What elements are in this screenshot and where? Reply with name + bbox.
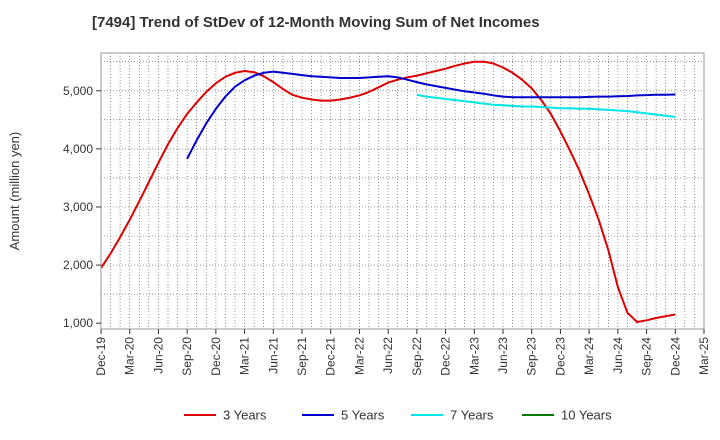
series-line-3 (416, 93, 676, 118)
axis-layer: 1,000 2,000 3,000 4,000 5,000 Dec-19 Mar-20 Jun… (63, 84, 711, 376)
legend-label: 5 Years (341, 408, 385, 423)
x-tick-label: Sep-22 (410, 337, 424, 376)
series-line-1 (100, 60, 676, 323)
grid-layer (101, 53, 704, 329)
plot-frame (100, 52, 705, 330)
x-tick-label: Sep-24 (640, 337, 654, 376)
x-tick-label: Dec-23 (553, 337, 567, 376)
x-tick-label: Mar-21 (238, 337, 252, 375)
x-tick-label: Sep-23 (525, 337, 539, 376)
x-tick-label: Mar-25 (697, 337, 711, 375)
x-tick-label: Jun-22 (381, 337, 395, 374)
legend: 3 Years 5 Years 7 Years 10 Years (184, 408, 612, 423)
x-tick-label: Dec-24 (668, 337, 682, 376)
legend-label: 3 Years (223, 408, 267, 423)
x-tick-label: Sep-20 (180, 337, 194, 376)
y-axis-title: Amount (million yen) (7, 132, 22, 251)
y-tick-label: 4,000 (63, 142, 93, 156)
x-tick-label: Jun-24 (611, 337, 625, 374)
x-tick-label: Mar-24 (582, 337, 596, 375)
x-tick-label: Jun-20 (151, 337, 165, 374)
x-tick-label: Jun-23 (496, 337, 510, 374)
x-tick-label: Mar-20 (123, 337, 137, 375)
x-tick-label: Dec-20 (209, 337, 223, 376)
x-tick-label: Sep-21 (295, 337, 309, 376)
y-tick-label: 3,000 (63, 200, 93, 214)
legend-label: 10 Years (561, 408, 612, 423)
x-tick-label: Dec-22 (439, 337, 453, 376)
x-tick-label: Jun-21 (266, 337, 280, 374)
legend-label: 7 Years (450, 408, 494, 423)
series-line-2 (186, 70, 676, 160)
y-tick-label: 5,000 (63, 84, 93, 98)
series-layer (100, 60, 676, 323)
chart-title: [7494] Trend of StDev of 12-Month Moving… (92, 14, 540, 31)
x-tick-label: Mar-22 (352, 337, 366, 375)
x-tick-label: Dec-21 (324, 337, 338, 376)
y-tick-label: 2,000 (63, 258, 93, 272)
x-tick-label: Dec-19 (94, 337, 108, 376)
y-tick-label: 1,000 (63, 316, 93, 330)
x-tick-label: Mar-23 (467, 337, 481, 375)
